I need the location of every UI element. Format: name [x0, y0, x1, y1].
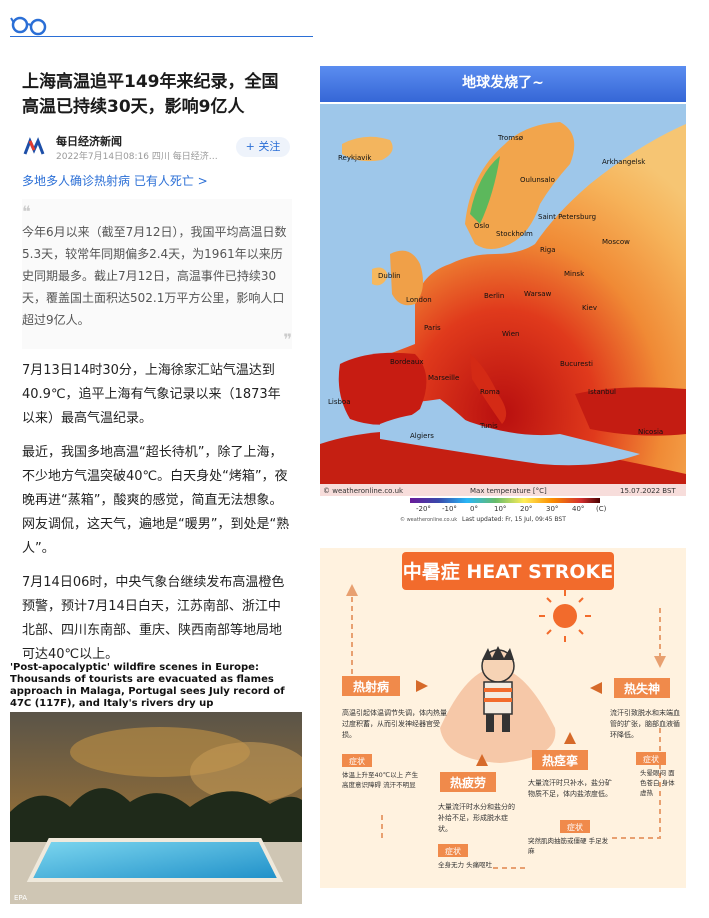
heat-cramp-label-box	[532, 750, 588, 770]
related-article-link[interactable]: 多地多人确诊热射病 已有人死亡 >	[22, 174, 208, 188]
heat-stroke-infographic: 中暑症 HEAT STROKE 热射病 高温引起体温调节失调，体内热量过度积蓄，…	[320, 548, 686, 888]
city-label: Saint Petersburg	[538, 213, 596, 221]
city-label: Lisboa	[328, 398, 351, 406]
arrow-down-icon	[654, 656, 666, 668]
scale-title: Max temperature [°C]	[470, 487, 547, 495]
legend-tick: -10°	[442, 505, 457, 513]
city-label: Marseille	[428, 374, 459, 382]
legend-tick: 10°	[494, 505, 506, 513]
last-updated: Last updated: Fr, 15 Jul, 09:45 BST	[462, 516, 566, 523]
article-paragraph: 7月14日06时，中央气象台继续发布高温橙色预警，预计7月14日白天，江苏南部、…	[22, 575, 285, 662]
legend-tick: 0°	[470, 505, 478, 513]
heat-exhaustion-label-box	[440, 772, 496, 792]
sun-rays	[539, 590, 591, 642]
source-logo-icon	[23, 137, 45, 155]
map-banner	[320, 66, 686, 102]
photo-credit: EPA	[14, 894, 27, 902]
heat-syncope-label-box	[614, 678, 670, 698]
article-title: 上海高温追平149年来纪录，全国高温已持续30天，影响9亿人	[22, 72, 279, 117]
heat-exhaustion-desc: 大量流汗时水分和盐分的补给不足，形成脱水症状。	[438, 803, 515, 833]
flame-shape	[440, 668, 556, 763]
sweating-person-icon	[481, 646, 515, 732]
city-label: Riga	[540, 246, 556, 254]
source-row: 每日经济新闻 2022年7月14日08:16 四川 每日经济… + 关注	[22, 132, 292, 166]
legend-tick: 30°	[546, 505, 558, 513]
news-headline[interactable]: 'Post-apocalyptic' wildfire scenes in Eu…	[10, 662, 285, 709]
city-label: Bordeaux	[390, 358, 423, 366]
close-quote-icon: ❞	[283, 330, 292, 349]
map-banner-text: 地球发烧了~	[462, 75, 544, 91]
arrow-up-icon	[564, 732, 576, 744]
sun-icon	[553, 604, 577, 628]
legend-tick: 40°	[572, 505, 584, 513]
heat-syncope-symptom-label: 症状	[643, 754, 659, 764]
heat-cramp-symptom-label: 症状	[567, 822, 583, 832]
source-name[interactable]: 每日经济新闻	[56, 135, 122, 148]
city-label: Oslo	[474, 222, 489, 230]
city-label: Bucuresti	[560, 360, 593, 368]
header-divider	[10, 36, 313, 37]
legend-tick: 20°	[520, 505, 532, 513]
heat-exhaustion-symptom-label: 症状	[445, 846, 461, 856]
city-label: Algiers	[410, 432, 434, 440]
heatstroke-label-box	[342, 676, 400, 696]
heat-syncope-symptoms: 头晕眼闷 面色苍白 身体虚热	[640, 769, 675, 797]
follow-button[interactable]: + 关注	[236, 137, 290, 157]
map-date: 15.07.2022 BST	[620, 487, 676, 495]
city-label: Wien	[502, 330, 519, 338]
europe-temperature-map: Reykjavik Tromsø Arkhangelsk Oulunsalo S…	[320, 104, 686, 496]
heat-cramp-symptoms: 突然肌肉抽筋或僵硬 手足发麻	[528, 837, 609, 855]
open-quote-icon: ❝	[22, 202, 31, 221]
city-label: Moscow	[602, 238, 630, 246]
city-label: Roma	[480, 388, 500, 396]
heatstroke-symptom-label: 症状	[349, 756, 365, 766]
arrow-left-icon	[590, 682, 602, 694]
city-label: Arkhangelsk	[602, 158, 646, 166]
city-label: Kiev	[582, 304, 597, 312]
city-label: Tromsø	[497, 134, 524, 142]
heat-syncope-desc: 流汗引致脱水和末端血管的扩张，脑部血液循环降低。	[610, 709, 680, 739]
city-label: Dublin	[378, 272, 401, 280]
heat-syncope-label: 热失神	[624, 681, 660, 696]
quote-text: 今年6月以来（截至7月12日），我国平均高温日数5.3天，较常年同期偏多2.4天…	[22, 225, 287, 327]
city-label: Reykjavik	[338, 154, 372, 162]
heatstroke-label: 热射病	[353, 679, 389, 694]
glasses-icon	[10, 16, 47, 36]
legend-tick: (C)	[596, 505, 607, 513]
infographic-title: 中暑症 HEAT STROKE	[403, 560, 613, 583]
quote-block: ❝ 今年6月以来（截至7月12日），我国平均高温日数5.3天，较常年同期偏多2.…	[22, 199, 292, 349]
heat-cramp-desc: 大量流汗时只补水，盐分矿物质不足，体内盐浓度低。	[528, 779, 612, 798]
city-label: Minsk	[564, 270, 585, 278]
publish-meta: 2022年7月14日08:16 四川 每日经济…	[56, 152, 218, 162]
legend-credit: © weatheronline.co.uk	[400, 516, 457, 523]
heatstroke-symptoms: 体温上升至40℃以上 产生高度意识障碍 流汗不明显	[342, 771, 419, 789]
heat-exhaustion-label: 热疲劳	[450, 775, 486, 790]
heat-exhaustion-symptoms: 全身无力 头痛呕吐	[438, 861, 493, 869]
article-paragraph: 7月13日14时30分，上海徐家汇站气温达到40.9℃，追平上海有气象记录以来（…	[22, 363, 281, 426]
article-paragraph: 最近，我国多地高温“超长待机”，除了上海，不少地方气温突破40℃。白天身处“烤箱…	[22, 445, 290, 556]
city-label: London	[406, 296, 432, 304]
city-label: Berlin	[484, 292, 504, 300]
city-label: Stockholm	[496, 230, 533, 238]
city-label: Paris	[424, 324, 441, 332]
map-watermark: © weatheronline.co.uk	[323, 487, 404, 495]
legend-tick: -20°	[416, 505, 431, 513]
heat-cramp-label: 热痉挛	[542, 753, 578, 768]
arrow-right-icon	[416, 680, 428, 692]
article: 上海高温追平149年来纪录，全国高温已持续30天，影响9亿人 每日经济新闻 20…	[22, 70, 292, 667]
heatstroke-desc: 高温引起体温调节失调，体内热量过度积蓄，从而引发神经器官受损。	[342, 709, 447, 739]
temperature-legend: -20° -10° 0° 10° 20° 30° 40° (C) © weath…	[400, 498, 607, 523]
city-label: Warsaw	[524, 290, 552, 298]
city-label: Oulunsalo	[520, 176, 555, 184]
city-label: Tunis	[479, 422, 498, 430]
arrow-up-icon	[346, 584, 358, 596]
wildfire-pool-photo: EPA	[10, 712, 302, 904]
city-label: Istanbul	[588, 388, 616, 396]
city-label: Nicosia	[638, 428, 663, 436]
map-city-labels: Reykjavik Tromsø Arkhangelsk Oulunsalo S…	[328, 134, 663, 440]
arrow-up-icon	[476, 754, 488, 766]
